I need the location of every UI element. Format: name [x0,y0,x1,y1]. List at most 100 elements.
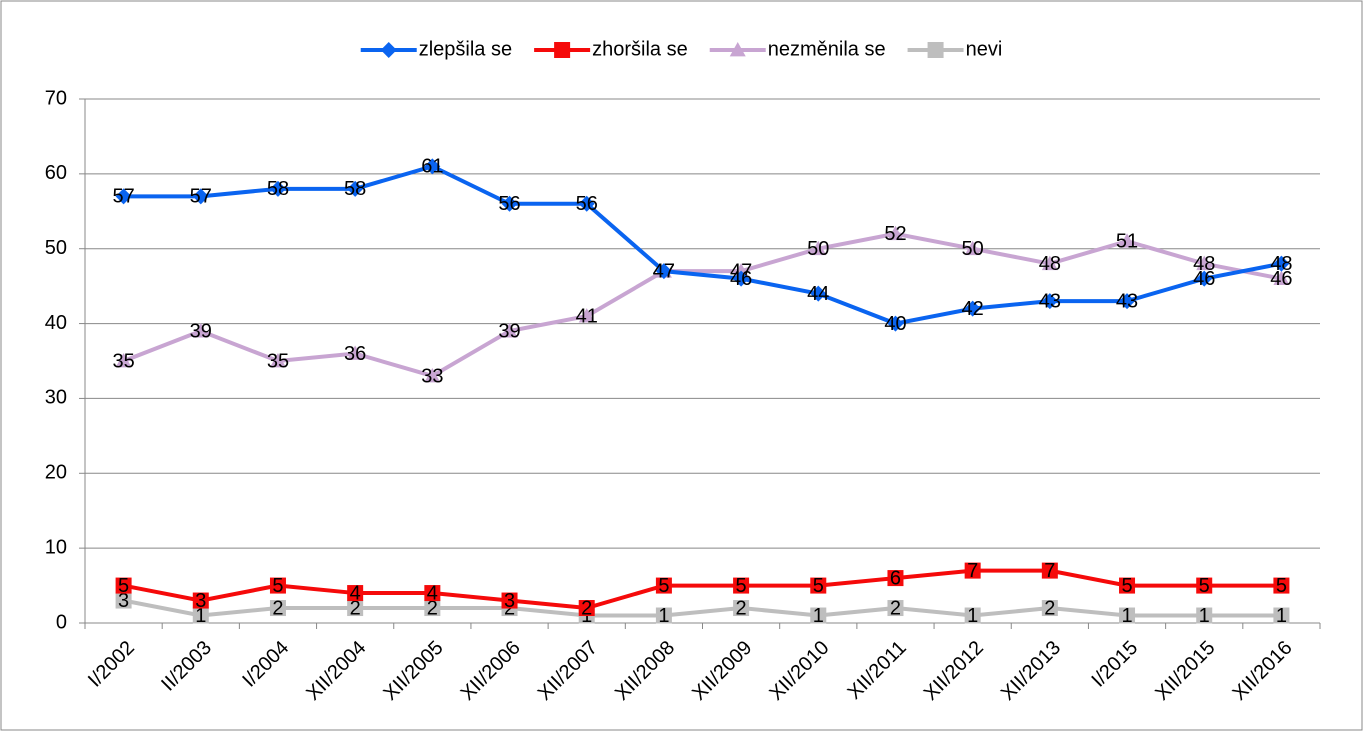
data-label: 48 [1270,253,1292,275]
data-point [424,158,441,175]
data-label: 2 [890,597,901,619]
data-label: 46 [1270,268,1292,290]
data-label: 39 [190,320,212,342]
data-point [501,592,518,609]
data-point [192,323,209,338]
legend-label: nezměnila se [768,38,886,60]
data-point [192,592,209,609]
data-label: 6 [890,567,901,589]
data-label: 42 [962,298,984,320]
data-label: 48 [1193,253,1215,275]
data-label: 2 [350,597,361,619]
data-label: 48 [1039,253,1061,275]
data-point [424,585,441,602]
data-point [115,188,132,205]
data-label: 58 [267,178,289,200]
data-label: 5 [1121,575,1132,597]
data-point [1273,577,1290,594]
data-point [964,240,981,256]
legend-marker [380,42,397,58]
data-label: 50 [962,238,984,260]
data-point [269,577,286,594]
data-point [424,600,441,617]
legend-marker [927,42,944,58]
data-point [115,353,132,368]
data-point [1041,562,1058,579]
legend-marker [729,42,746,57]
data-point [1041,255,1058,271]
data-label: 1 [1121,605,1132,627]
data-label: 7 [967,560,978,582]
data-label: 35 [112,350,134,372]
series-line [122,231,1282,379]
data-label: 3 [195,590,206,612]
data-point [655,263,672,280]
data-label: 43 [1039,290,1061,312]
data-label: 41 [576,305,598,327]
data-label: 57 [190,186,212,208]
data-label: 44 [807,283,829,305]
data-label: 40 [884,313,906,335]
data-point [578,195,595,212]
data-label: 1 [658,605,669,627]
data-point [810,240,827,256]
data-point [1273,607,1290,624]
data-label: 2 [736,597,747,619]
data-label: 1 [967,605,978,627]
data-point [810,607,827,624]
data-point [424,367,441,383]
data-label: 7 [1044,560,1055,582]
data-point [115,592,132,609]
data-point [1196,607,1213,624]
data-point [347,345,364,360]
data-point [1273,270,1290,286]
data-label: 2 [427,597,438,619]
data-label: 1 [813,605,824,627]
data-point [1119,233,1136,248]
y-tick-label: 50 [45,237,67,259]
data-point [192,607,209,624]
data-point [655,577,672,594]
data-label: 1 [1199,605,1210,627]
data-point [1119,293,1136,310]
data-label: 2 [272,597,283,619]
data-point [655,607,672,624]
data-point [1196,577,1213,594]
data-label: 1 [195,605,206,627]
data-point [1196,270,1213,287]
legend: zlepšila se zhoršila se nezměnila se nevi [360,38,1002,60]
legend-label: zhoršila se [592,38,688,60]
data-point [733,270,750,287]
data-point [1196,255,1213,271]
data-label: 2 [1044,597,1055,619]
y-tick-label: 10 [45,536,67,558]
data-point [1119,577,1136,594]
series-line [123,598,1282,618]
data-point [887,570,904,587]
legend-marker [554,42,571,58]
data-label: 3 [118,590,129,612]
data-point [1041,293,1058,310]
data-point [1273,255,1290,272]
data-label: 2 [581,597,592,619]
y-tick-label: 0 [56,611,67,633]
data-label: 3 [504,590,515,612]
data-label: 4 [350,582,361,604]
data-label: 5 [118,575,129,597]
data-label: 57 [112,186,134,208]
data-point [887,315,904,332]
data-label: 43 [1116,290,1138,312]
data-point [269,180,286,197]
series-line [123,568,1282,611]
data-point [1119,607,1136,624]
data-label: 4 [427,582,438,604]
data-label: 5 [736,575,747,597]
y-tick-label: 20 [45,462,67,484]
data-label: 47 [653,260,675,282]
data-label: 39 [498,320,520,342]
data-label: 33 [421,365,443,387]
data-point [501,323,518,338]
data-point [501,195,518,212]
